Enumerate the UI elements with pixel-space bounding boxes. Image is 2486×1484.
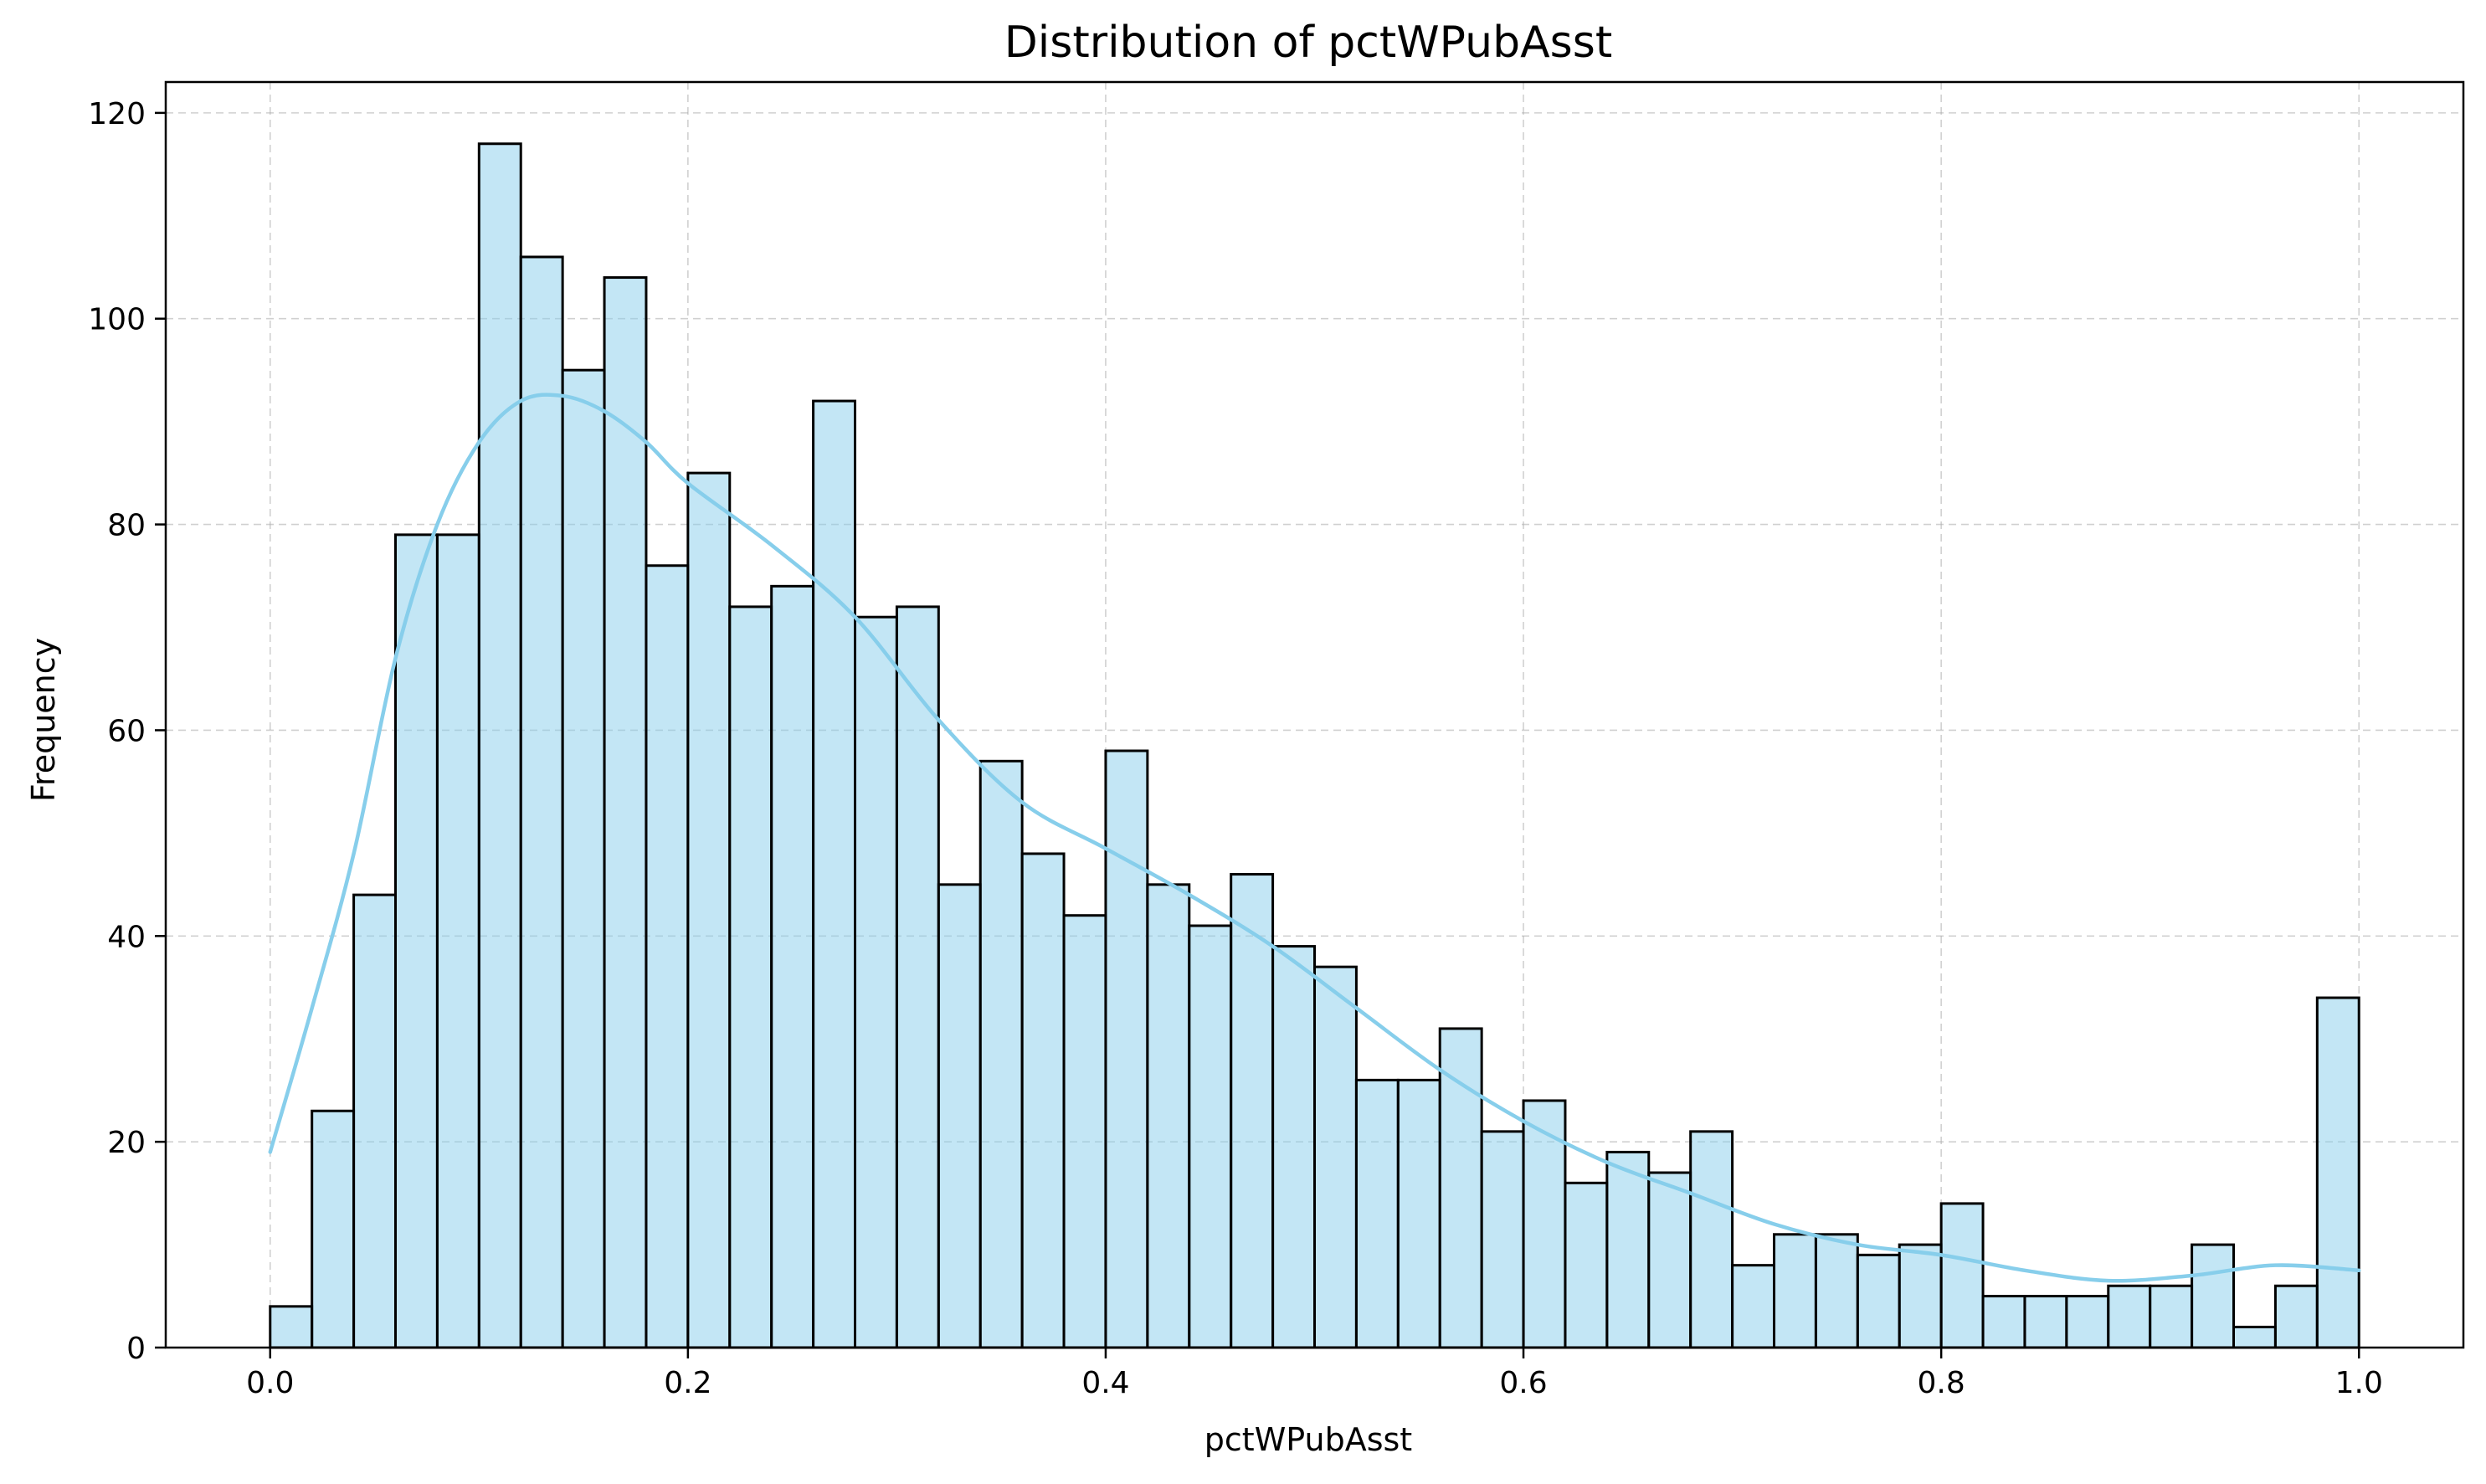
histogram-bar [812,399,856,1349]
histogram-bar [1647,1171,1692,1349]
histogram-bar [561,368,606,1349]
histogram-bar [728,605,773,1349]
histogram-bar [1564,1181,1609,1349]
histogram-bar [435,533,480,1349]
y-tick-label: 40 [107,920,146,954]
histogram-bar [770,584,815,1349]
y-tick-label: 80 [107,509,146,543]
histogram-bar [1313,965,1358,1349]
histogram-bar [1981,1295,2026,1349]
histogram-bar [1939,1202,1985,1349]
x-tick-label: 0.8 [1918,1366,1965,1400]
chart-title: Distribution of pctWPubAsst [1004,18,1613,68]
plot-frame [164,80,2465,1349]
histogram-bar [1731,1264,1775,1349]
histogram-bar [1396,1078,1441,1349]
x-tick-label: 0.4 [1081,1366,1129,1400]
histogram-bar [2107,1284,2152,1349]
histogram-bar [1438,1027,1483,1349]
histogram-bar [686,471,732,1349]
histogram-bar [854,615,898,1349]
x-tick-label: 0.2 [664,1366,711,1400]
histogram-bar [1773,1233,1817,1349]
histogram-bar [1689,1130,1734,1349]
y-tick-label: 20 [107,1126,146,1160]
histogram-bar [1062,914,1107,1349]
kde-layer [268,393,2361,1283]
histogram-bar [2065,1295,2110,1349]
histogram-bar [2023,1295,2068,1349]
histogram-bar [2191,1243,2235,1349]
histogram-bar [645,564,690,1349]
y-tick-label: 60 [107,714,146,748]
histogram-bar [1856,1253,1901,1349]
x-tick-label: 0.0 [246,1366,294,1400]
histogram-bar [937,883,982,1349]
axes-layer [164,80,2465,1349]
histogram-bar [2149,1284,2194,1349]
histogram-bar [1605,1150,1651,1349]
histogram-bar [1898,1243,1943,1349]
histogram-bar [1814,1233,1859,1349]
histogram-bar [2232,1325,2277,1349]
histogram-bar [477,142,522,1349]
y-axis-label: Frequency [25,638,62,802]
histogram-bar [1104,749,1149,1349]
histogram-bar [2273,1284,2319,1349]
x-tick-label: 1.0 [2335,1366,2383,1400]
histogram-bar [1522,1099,1567,1349]
histogram-bar [394,533,439,1349]
kde-curve [268,393,2361,1283]
histogram-bar [519,255,564,1349]
bars-layer [269,142,2360,1349]
histogram-bar [978,759,1024,1349]
y-tick-label: 100 [88,303,146,337]
histogram-bar [1271,945,1317,1349]
histogram-bar [1188,924,1233,1349]
histogram-bar [2315,996,2360,1349]
histogram-bar [1146,883,1191,1349]
ticks-layer: 0.0 0.2 0.4 0.6 0.8 1.0 0 20 40 60 80 100 120 [88,97,2383,1400]
histogram-bar [269,1305,314,1349]
histogram-bar [1230,873,1275,1349]
histogram-bar [895,605,940,1349]
y-tick-label: 120 [88,97,146,131]
histogram-bar [1020,852,1066,1349]
histogram-bar [352,893,398,1349]
y-tick-label: 0 [126,1332,146,1366]
histogram-bar [311,1109,356,1349]
histogram-bar [1480,1130,1525,1349]
histogram-bar [1354,1078,1400,1349]
x-axis-label: pctWPubAsst [1204,1421,1412,1458]
x-tick-label: 0.6 [1499,1366,1547,1400]
